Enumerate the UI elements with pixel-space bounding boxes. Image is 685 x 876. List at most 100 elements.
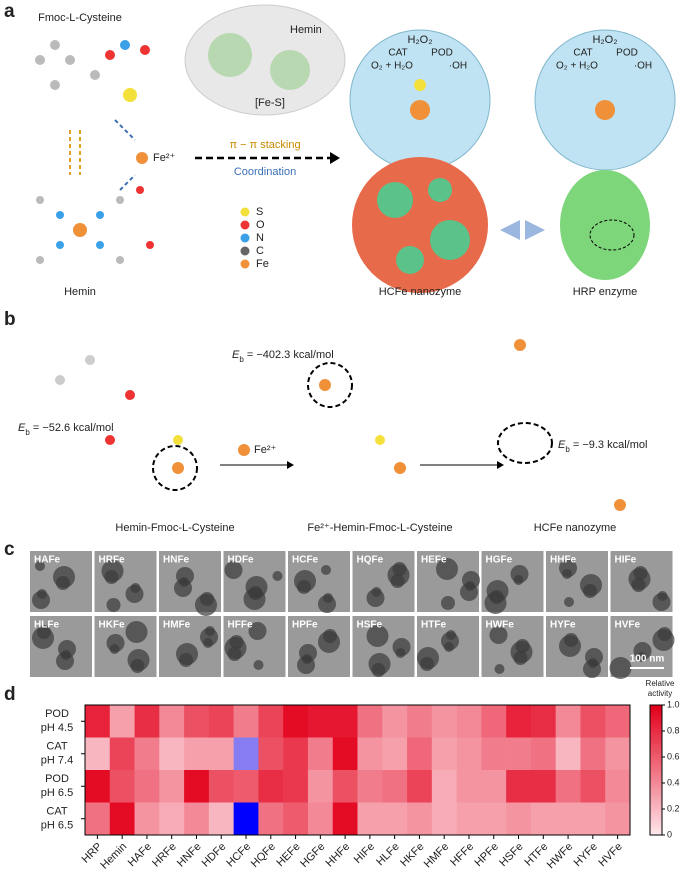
heat-cell (159, 770, 185, 803)
heat-cell (456, 737, 482, 771)
heat-cell (431, 737, 457, 771)
colorbar-step (650, 812, 662, 816)
colorbar-frame (649, 704, 663, 836)
tem-label: HLFe (34, 620, 59, 631)
row-label: CAT (46, 741, 67, 753)
colorbar-tick-label: 0 (667, 829, 672, 839)
particle (37, 625, 51, 639)
legend-label: C (256, 245, 264, 257)
colorbar-tick-label: 0.4 (667, 777, 680, 787)
colorbar-step (650, 796, 662, 800)
colorbar-step (650, 731, 662, 735)
particle (106, 598, 121, 612)
particle (35, 561, 45, 571)
x-tick-label: HRFe (150, 841, 179, 870)
heat-cell (258, 802, 284, 836)
row-label: pH 4.5 (41, 722, 73, 734)
reaction-label: H₂O₂ (592, 34, 617, 46)
molecule (35, 40, 150, 102)
x-tick-label: HGFe (298, 841, 327, 870)
tem-grid: HAFe HRFe HNFe HDFe HCFe HQFe HEFe HGFe HHFe HIFe… (30, 551, 675, 679)
heat-cell (134, 770, 160, 803)
heat-cell (283, 770, 309, 803)
tem-label: HVFe (615, 620, 641, 631)
heat-cell (332, 705, 358, 738)
x-tick-label: HYFe (572, 841, 600, 869)
particle (515, 639, 530, 653)
colorbar-step (650, 753, 662, 758)
particle (224, 561, 243, 579)
reaction-label: ·OH (634, 61, 652, 72)
colorbar-step (650, 822, 662, 826)
particle (510, 565, 529, 583)
colorbar-step (650, 750, 662, 755)
energy-part: E (558, 439, 566, 451)
energy-part: = −52.6 kcal/mol (30, 422, 114, 434)
reaction-label: ·OH (449, 61, 467, 72)
tem-label: HKFe (99, 620, 126, 631)
bubble-label: [Fe-S] (255, 97, 285, 109)
heat-cell (184, 737, 210, 771)
molecule (55, 339, 626, 511)
arrow (114, 119, 136, 191)
particle (37, 589, 47, 599)
x-tick-label: HMFe (422, 841, 452, 871)
heat-cell (159, 705, 185, 738)
heat-cell (307, 770, 334, 803)
heat-cell (159, 737, 185, 771)
heat-cell (208, 802, 234, 836)
colorbar-step (650, 802, 662, 807)
x-tick-label: HCFe (224, 841, 253, 870)
reaction-label: CAT (573, 48, 592, 59)
x-tick-label: HVFe (596, 841, 624, 869)
particle (564, 633, 578, 647)
arrow (69, 130, 81, 175)
particle (368, 653, 391, 675)
row-label: CAT (46, 806, 67, 818)
particle (205, 626, 215, 636)
particle (489, 626, 508, 644)
heat-cell (159, 802, 185, 836)
heat-cell (456, 802, 482, 836)
heat-cell (258, 770, 284, 803)
heat-cell (357, 705, 383, 738)
heat-cell (357, 802, 383, 836)
heat-cell (208, 770, 234, 803)
heat-cell (481, 802, 507, 836)
molecule-label: Fmoc-L-Cysteine (38, 12, 122, 24)
heat-cell (233, 737, 259, 771)
tem-label: HQFe (357, 555, 384, 566)
tem-label: HFFe (228, 620, 253, 631)
row-label: pH 6.5 (41, 787, 73, 799)
particle (633, 566, 648, 580)
row-label: pH 6.5 (41, 820, 73, 832)
tem-label: HCFe (292, 555, 319, 566)
arrow-label: Coordination (234, 166, 296, 178)
colorbar-title: Relative (646, 679, 675, 688)
energy-part: b (25, 428, 30, 437)
heat-cell (580, 802, 606, 836)
reaction-label: O₂ + H₂O (556, 61, 598, 72)
fe-ion (136, 152, 148, 164)
panel-label: c (4, 539, 15, 560)
colorbar-step (650, 724, 662, 729)
heat-cell (332, 770, 358, 803)
heat-cell (580, 770, 606, 803)
heat-cell (134, 705, 160, 738)
heat-cell (208, 737, 234, 771)
particle (559, 559, 577, 577)
heat-cell (605, 737, 631, 771)
heat-cell (109, 737, 135, 771)
arrowhead (330, 152, 340, 164)
heat-cell (530, 802, 556, 836)
tem-label: HPFe (292, 620, 318, 631)
arrowhead (497, 461, 504, 469)
x-tick-label: HNFe (175, 841, 204, 870)
nanozyme (349, 29, 491, 293)
x-tick-label: HKFe (398, 841, 426, 869)
heat-cell (407, 802, 433, 836)
ion-label: Fe²⁺ (254, 444, 277, 456)
particle (585, 648, 603, 666)
